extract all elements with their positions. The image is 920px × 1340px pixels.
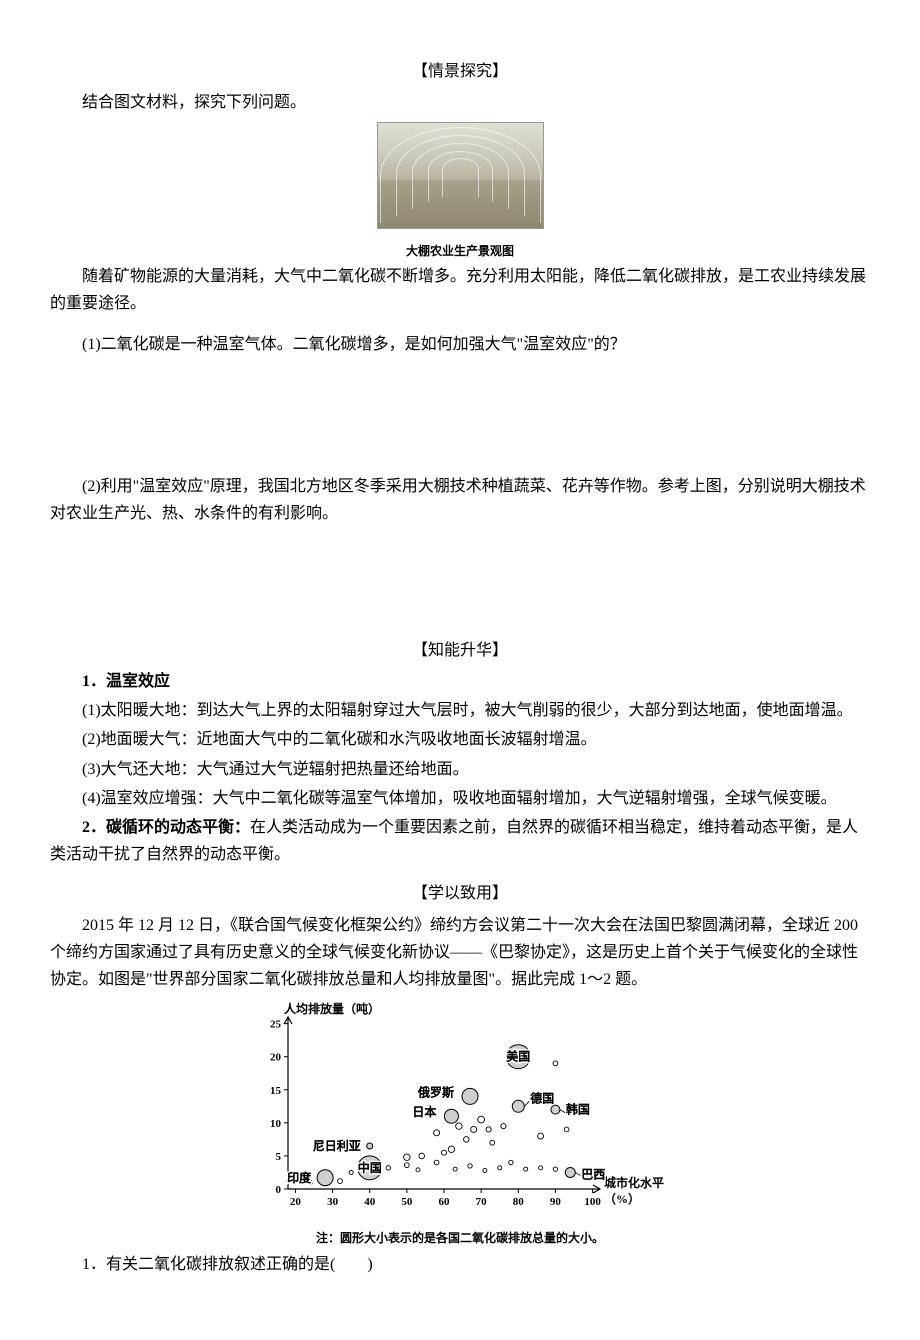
- answer-space-1: [50, 361, 870, 471]
- svg-text:15: 15: [270, 1085, 282, 1097]
- section-title-upgrade: 【知能升华】: [50, 637, 870, 664]
- svg-text:70: 70: [476, 1196, 488, 1208]
- svg-text:0: 0: [276, 1184, 282, 1196]
- svg-text:韩国: 韩国: [566, 1102, 590, 1117]
- passage-1: 随着矿物能源的大量消耗，大气中二氧化碳不断增多。充分利用太阳能，降低二氧化碳排放…: [50, 263, 870, 317]
- question-1: (1)二氧化碳是一种温室气体。二氧化碳增多，是如何加强大气"温室效应"的？: [50, 331, 870, 358]
- document-page: 【情景探究】 结合图文材料，探究下列问题。 大棚农业生产景观图 随着矿物能源的大…: [0, 0, 920, 1340]
- point-2-text: 2．碳循环的动态平衡：在人类活动成为一个重要因素之前，自然界的碳循环相当稳定，维…: [50, 819, 858, 863]
- point-1c: (3)大气还大地：大气通过大气逆辐射把热量还给地面。: [50, 756, 870, 783]
- point-1b: (2)地面暖大气：近地面大气中的二氧化碳和水汽吸收地面长波辐射增温。: [50, 726, 870, 753]
- point-2: 2．碳循环的动态平衡：在人类活动成为一个重要因素之前，自然界的碳循环相当稳定，维…: [50, 814, 870, 868]
- svg-text:巴西: 巴西: [581, 1168, 605, 1182]
- answer-space-2: [50, 529, 870, 629]
- apply-passage: 2015 年 12 月 12 日，《联合国气候变化框架公约》缔约方会议第二十一次…: [50, 912, 870, 994]
- question-2: (2)利用"温室效应"原理，我国北方地区冬季采用大棚技术种植蔬菜、花卉等作物。参…: [50, 473, 870, 527]
- svg-text:10: 10: [270, 1118, 282, 1130]
- exercise-1: 1．有关二氧化碳排放叙述正确的是( ): [50, 1251, 870, 1278]
- svg-text:尼日利亚: 尼日利亚: [313, 1138, 361, 1153]
- svg-text:城市化水平: 城市化水平: [604, 1175, 664, 1190]
- point-1a: (1)太阳暖大地：到达大气上界的太阳辐射穿过大气层时，被大气削弱的很少，大部分到…: [50, 697, 870, 724]
- svg-text:人均排放量（吨）: 人均排放量（吨）: [284, 1001, 380, 1016]
- figure-caption: 大棚农业生产景观图: [50, 241, 870, 261]
- point-1-title: 1．温室效应: [50, 668, 870, 695]
- svg-text:50: 50: [401, 1196, 413, 1208]
- co2-chart-svg: 人均排放量（吨） 0 5 10 15 20 25 20 30 40 50 60 70 80 90 100城市化…: [240, 999, 680, 1219]
- svg-text:40: 40: [364, 1196, 376, 1208]
- intro-text: 结合图文材料，探究下列问题。: [50, 89, 870, 116]
- svg-text:中国: 中国: [358, 1160, 382, 1175]
- svg-text:80: 80: [513, 1196, 525, 1208]
- svg-text:（%）: （%）: [604, 1191, 640, 1206]
- svg-text:90: 90: [550, 1196, 562, 1208]
- co2-chart: 人均排放量（吨） 0 5 10 15 20 25 20 30 40 50 60 70 80 90 100城市化…: [50, 999, 870, 1249]
- figure-greenhouse: 大棚农业生产景观图: [50, 122, 870, 261]
- section-title-apply: 【学以致用】: [50, 880, 870, 907]
- svg-text:25: 25: [270, 1019, 282, 1031]
- svg-text:30: 30: [327, 1196, 339, 1208]
- svg-text:20: 20: [270, 1052, 282, 1064]
- chart-note: 注：圆形大小表示的是各国二氧化碳排放总量的大小。: [50, 1228, 870, 1248]
- point-1d: (4)温室效应增强：大气中二氧化碳等温室气体增加，吸收地面辐射增加，大气逆辐射增…: [50, 785, 870, 812]
- svg-text:日本: 日本: [412, 1104, 436, 1119]
- svg-text:60: 60: [439, 1196, 451, 1208]
- svg-text:美国: 美国: [506, 1049, 530, 1064]
- svg-text:印度: 印度: [287, 1170, 312, 1185]
- svg-text:俄罗斯: 俄罗斯: [417, 1085, 454, 1100]
- svg-text:20: 20: [290, 1196, 302, 1208]
- point-1-title-text: 1．温室效应: [82, 673, 170, 690]
- greenhouse-image: [377, 122, 544, 229]
- svg-text:100: 100: [584, 1196, 601, 1208]
- svg-text:德国: 德国: [530, 1090, 554, 1105]
- svg-text:5: 5: [276, 1151, 282, 1163]
- section-title-inquiry: 【情景探究】: [50, 58, 870, 85]
